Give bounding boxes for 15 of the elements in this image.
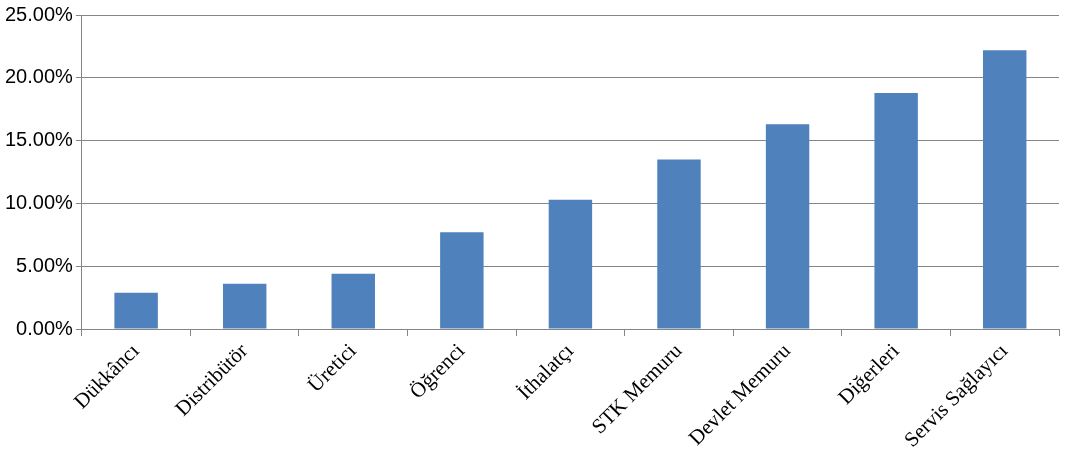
y-tick-label: 25.00% [4, 2, 74, 25]
bar [331, 273, 375, 329]
y-tick-label: 15.00% [4, 128, 74, 151]
bar [874, 92, 918, 329]
y-tick-label: 10.00% [4, 190, 74, 213]
bar [657, 159, 701, 329]
bar [983, 50, 1027, 329]
y-tick-label: 20.00% [4, 65, 74, 88]
bar [114, 292, 158, 329]
bar [222, 283, 267, 329]
y-tick-label: 5.00% [16, 253, 74, 276]
y-tick-label: 0.00% [16, 316, 74, 339]
bar [548, 199, 593, 329]
bar [440, 232, 484, 329]
bar [765, 124, 810, 329]
